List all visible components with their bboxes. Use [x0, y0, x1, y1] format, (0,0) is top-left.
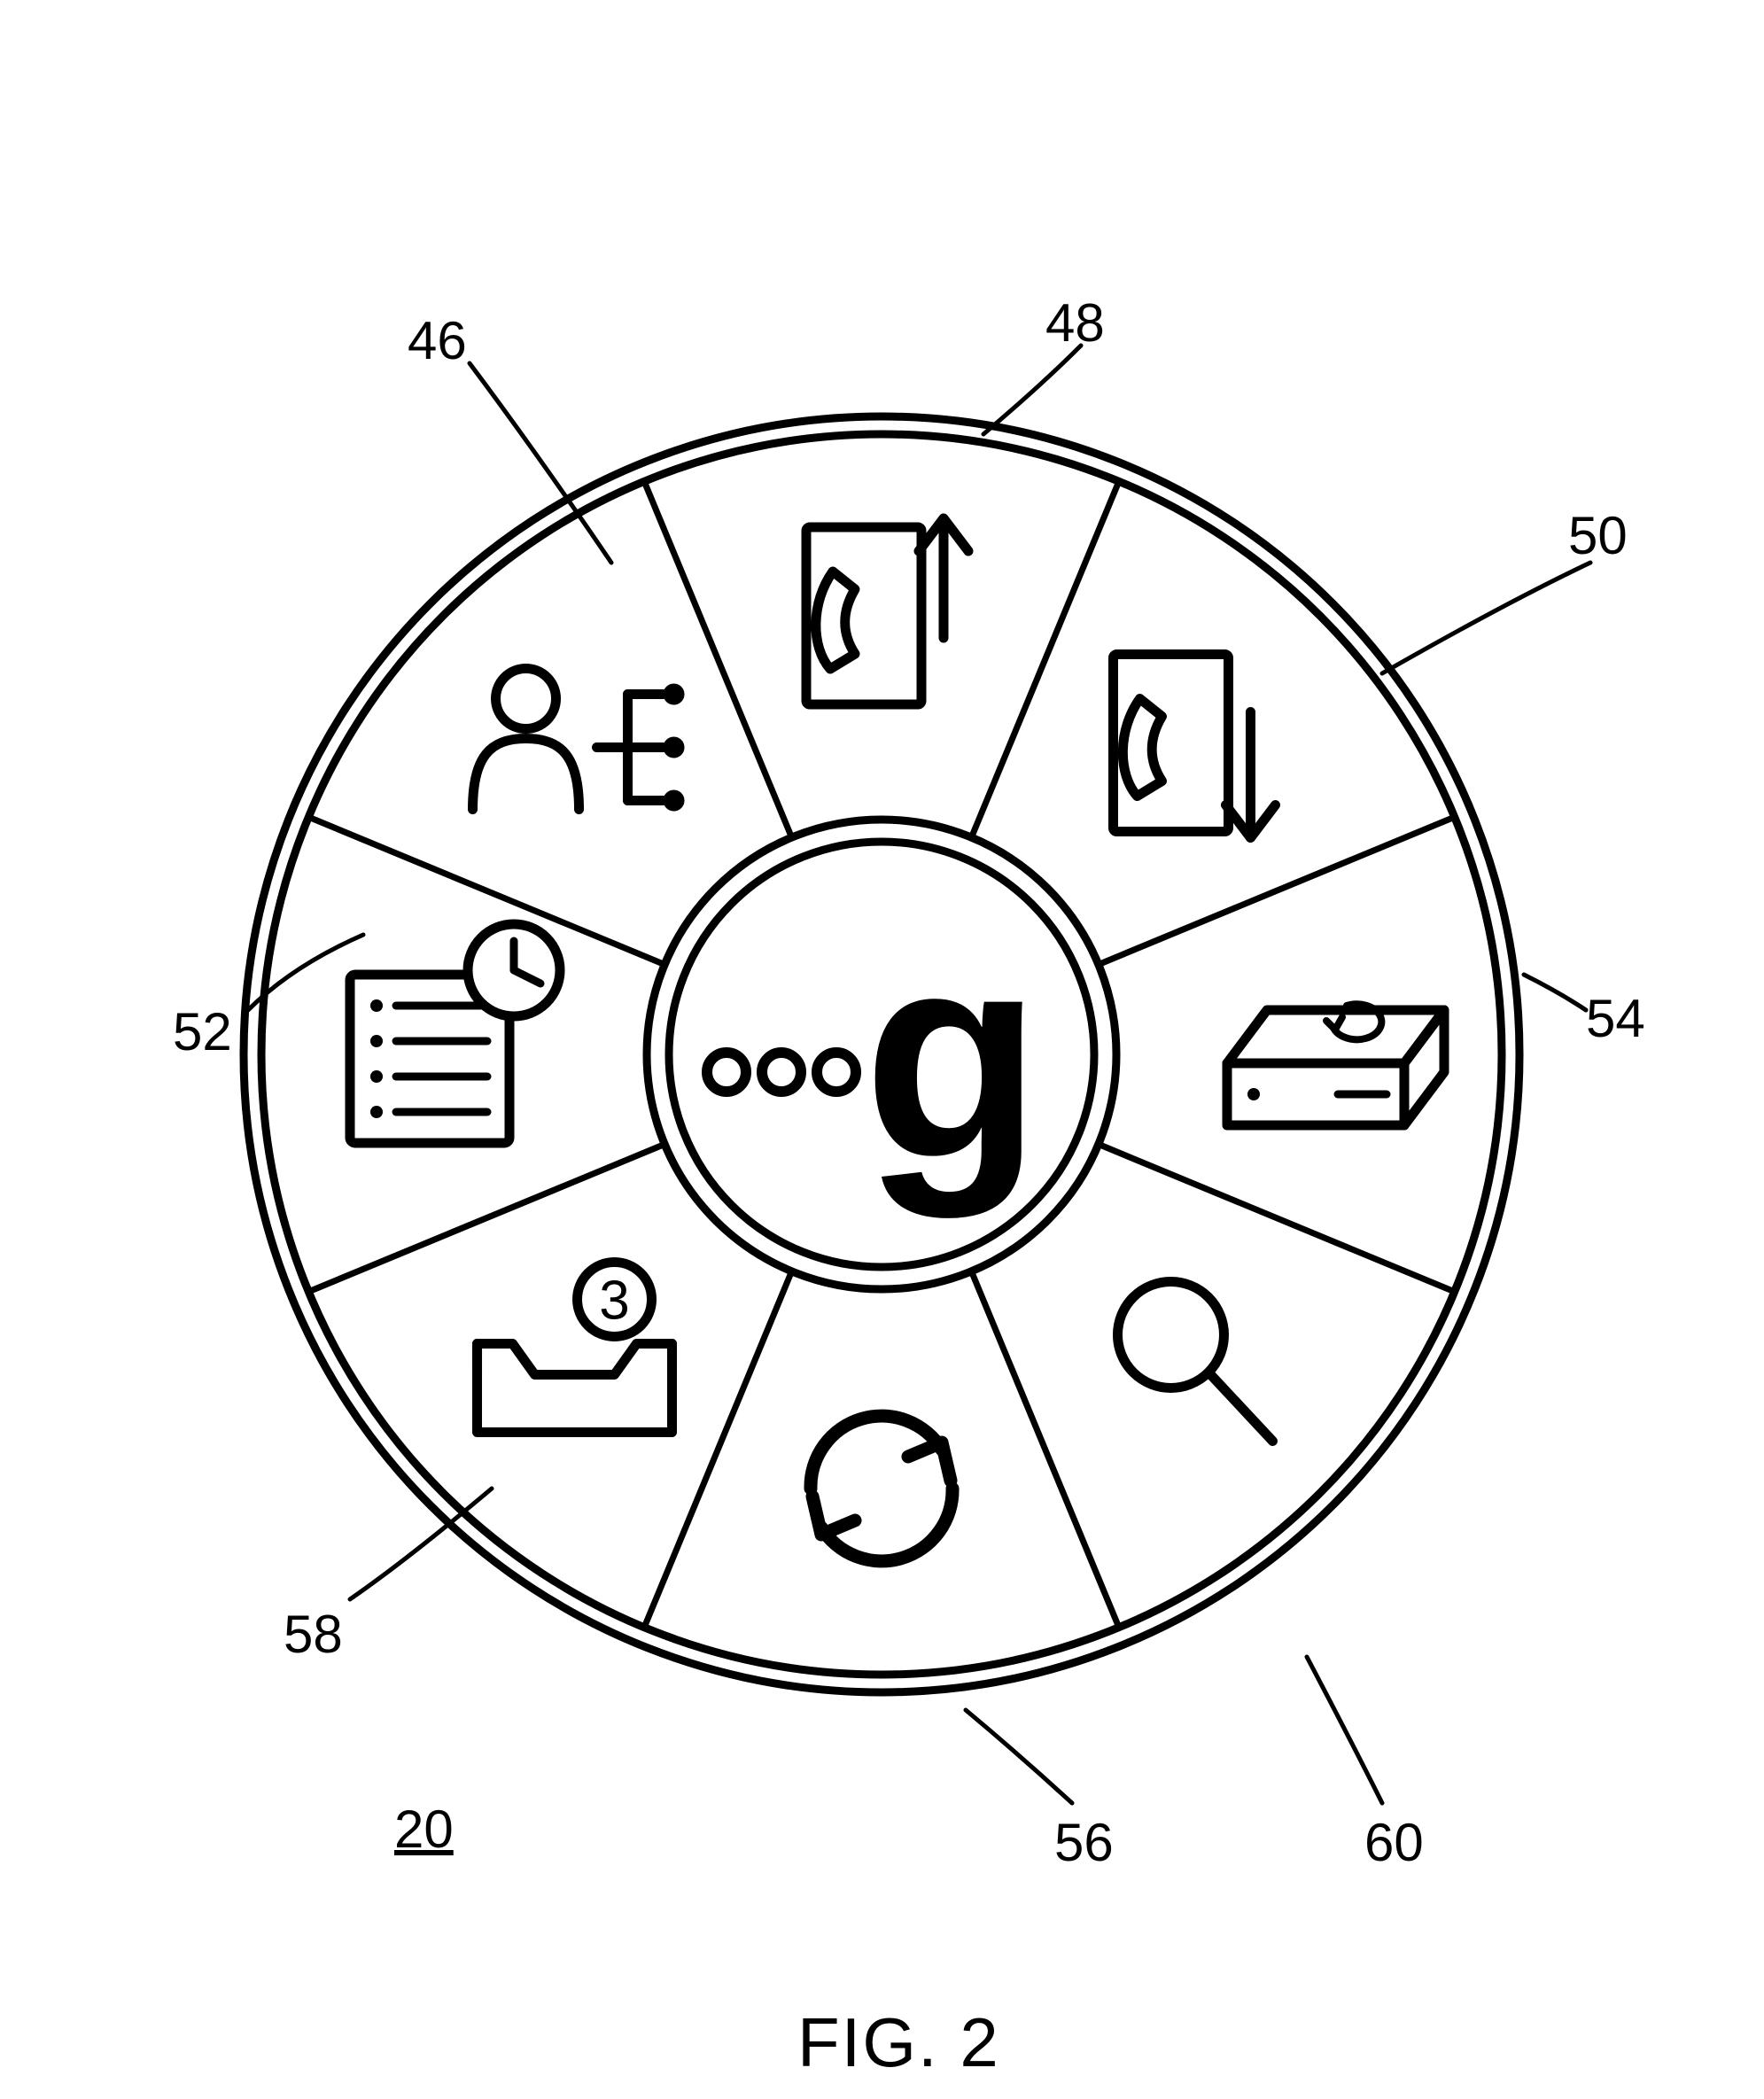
user-tree-icon [473, 669, 685, 812]
leader-l48 [983, 346, 1081, 434]
inbox-icon: 3 [478, 1262, 672, 1432]
ref-48: 48 [1045, 292, 1105, 354]
inbox-badge-count: 3 [599, 1270, 629, 1331]
radial-menu: g3 [0, 0, 1764, 2099]
svg-text:g: g [863, 891, 1042, 1220]
device-icon [1227, 1004, 1444, 1125]
search-icon [1117, 1281, 1272, 1441]
leader-l56 [966, 1710, 1072, 1803]
ref-52: 52 [173, 1001, 232, 1062]
ref-46: 46 [408, 310, 467, 371]
ref-58: 58 [284, 1604, 343, 1665]
ref-60: 60 [1364, 1812, 1424, 1873]
figure-label: FIG. 2 [797, 2002, 1000, 2083]
sync-icon [811, 1416, 952, 1561]
ref-56: 56 [1054, 1812, 1114, 1873]
call-out-icon [806, 518, 968, 704]
ref-50: 50 [1568, 505, 1628, 566]
leader-l50 [1382, 563, 1590, 673]
leader-l54 [1524, 975, 1586, 1010]
ref-54: 54 [1586, 988, 1645, 1049]
call-in-icon [1113, 655, 1275, 838]
assembly-ref: 20 [394, 1799, 454, 1860]
leader-l60 [1307, 1657, 1382, 1803]
center-logo-icon: g [707, 891, 1042, 1220]
list-clock-icon [350, 924, 560, 1143]
